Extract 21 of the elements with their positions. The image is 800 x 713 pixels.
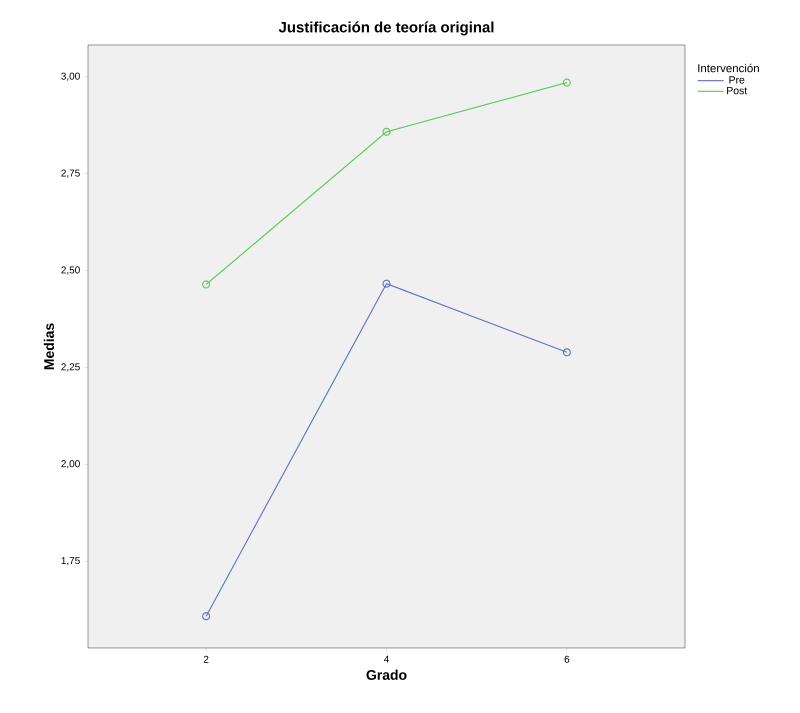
x-tick-label: 2	[204, 656, 208, 663]
legend-label: Post	[727, 86, 748, 94]
legend-label: Pre	[729, 76, 744, 84]
x-tick-label: 4	[384, 656, 389, 663]
y-tick-label: 2,00	[61, 460, 80, 468]
point	[202, 280, 210, 289]
point	[382, 128, 391, 136]
point	[562, 78, 571, 87]
point	[202, 612, 210, 620]
chart-title: Justificación de teoría original	[278, 21, 494, 36]
point	[562, 348, 571, 356]
legend-title: Intervención	[698, 64, 759, 72]
x-tick-label: 6	[564, 656, 570, 663]
y-tick-label: 2,75	[61, 170, 80, 178]
y-tick-label: 2,50	[61, 266, 80, 275]
point	[382, 280, 391, 288]
y-axis-title: Medias	[44, 323, 54, 370]
y-tick-label: 1,75	[62, 557, 80, 566]
x-axis-title: Grado	[366, 670, 407, 680]
y-tick-label: 3,00	[61, 72, 80, 81]
y-tick-label: 2,25	[61, 363, 80, 372]
